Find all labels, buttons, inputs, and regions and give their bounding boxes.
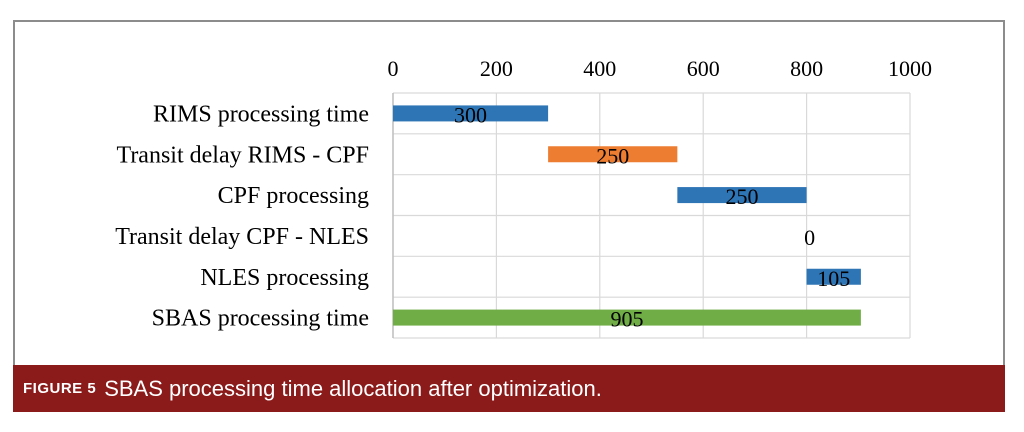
bar [393, 105, 549, 122]
bar [393, 309, 861, 326]
x-tick-label: 200 [480, 56, 513, 81]
grid-lines [392, 92, 911, 339]
caption-figure-number: FIGURE 5 [23, 380, 97, 397]
bar [548, 146, 678, 163]
category-labels: RIMS processing time Transit delay RIMS -… [115, 101, 369, 331]
x-tick-label: 400 [583, 56, 616, 81]
data-label: 905 [610, 307, 643, 332]
data-label: 300 [454, 102, 487, 127]
bar [806, 268, 861, 285]
data-label: 250 [725, 184, 758, 209]
x-tick-label: 600 [687, 56, 720, 81]
category-label: Transit delay CPF - NLES [115, 224, 369, 250]
figure-caption: FIGURE 5 SBAS processing time allocation… [13, 365, 1005, 412]
data-label: 105 [817, 266, 850, 291]
x-tick-label: 1000 [888, 56, 932, 81]
bar [677, 187, 807, 204]
x-tick-label: 800 [790, 56, 823, 81]
bars [393, 105, 861, 326]
data-label: 0 [804, 225, 815, 250]
category-label: CPF processing [218, 183, 369, 209]
caption-text: SBAS processing time allocation after op… [104, 375, 602, 401]
gantt-bar-chart: 0 200 400 600 800 1000 RIMS processing time Tr… [115, 56, 933, 339]
category-label: NLES processing [200, 265, 369, 291]
category-label: Transit delay RIMS - CPF [117, 142, 370, 168]
x-tick-label: 0 [388, 56, 399, 81]
x-axis-ticks: 0 200 400 600 800 1000 [388, 56, 933, 81]
data-label: 250 [596, 143, 629, 168]
category-label: RIMS processing time [153, 101, 369, 127]
category-label: SBAS processing time [152, 306, 369, 332]
